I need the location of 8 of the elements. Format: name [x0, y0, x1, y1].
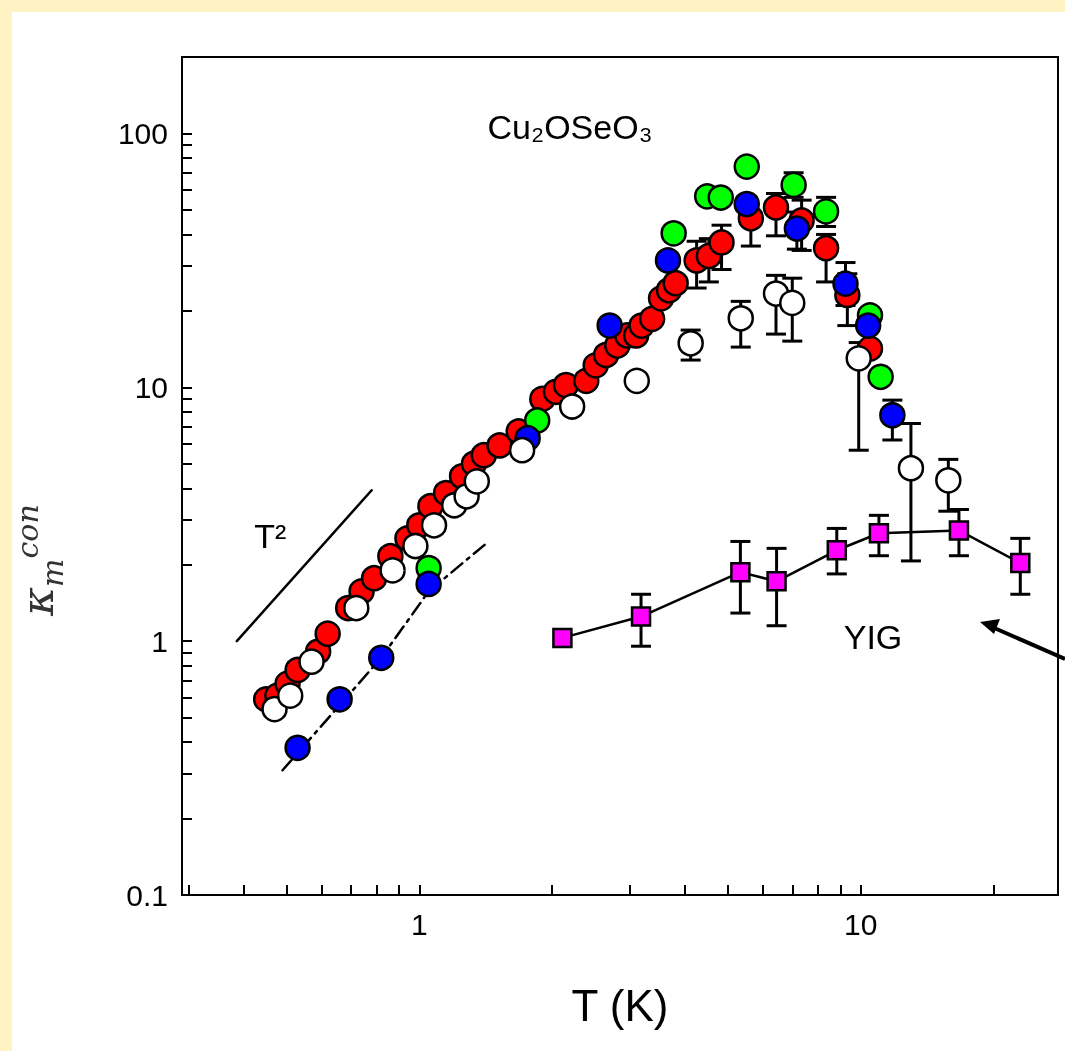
text: Cu₂OSeO₃ — [487, 108, 653, 146]
y-tick-label: 10 — [134, 370, 168, 404]
x-axis-title: T (K) — [571, 980, 669, 1030]
y-tick-label: 0.1 — [126, 878, 168, 912]
y-tick-label: 1 — [151, 624, 168, 658]
y-tick-label: 100 — [117, 116, 168, 150]
annotation: YIG — [843, 618, 903, 656]
series-label: T² — [254, 516, 287, 555]
